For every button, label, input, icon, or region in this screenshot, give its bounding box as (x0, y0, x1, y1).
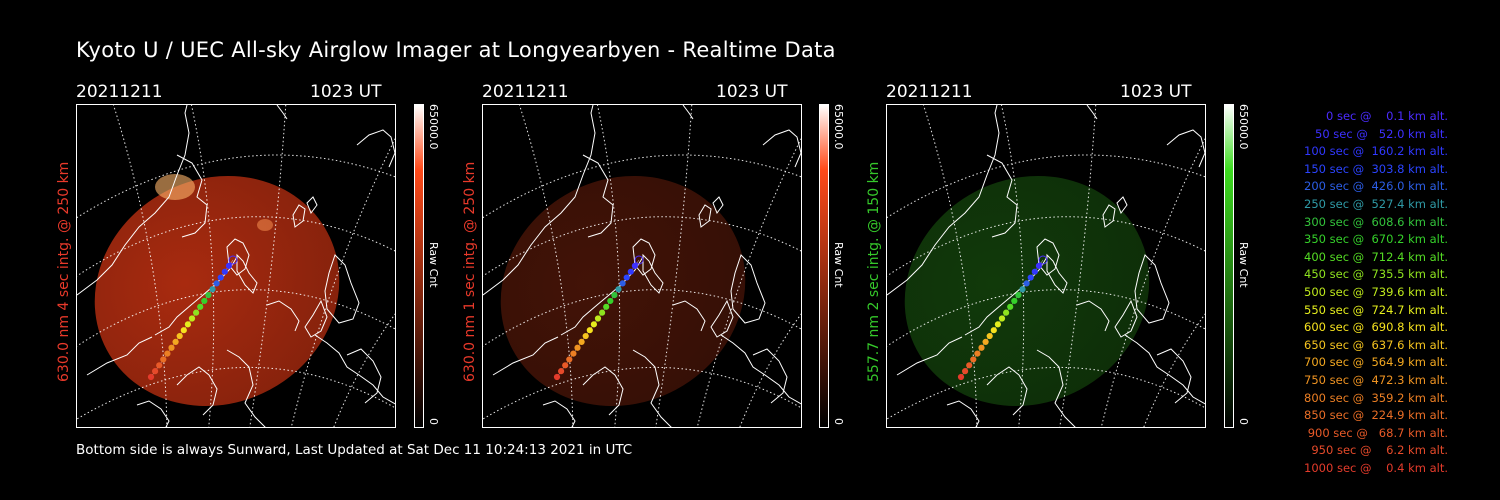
time-altitude-legend: 0 sec @ 0.1 km alt. 50 sec @ 52.0 km alt.… (1268, 108, 1448, 477)
panel-2-time: 1023 UT (716, 82, 788, 102)
panel-1-image (76, 104, 396, 428)
panel-1-cb-max: 65000.0 (427, 104, 440, 150)
legend-row: 0 sec @ 0.1 km alt. (1325, 109, 1448, 123)
legend-row: 800 sec @ 359.2 km alt. (1304, 390, 1448, 405)
panel-1-colorbar (414, 104, 424, 428)
panel-3-date: 20211211 (886, 82, 973, 102)
panel-3-cb-max: 65000.0 (1237, 104, 1250, 150)
footer-note: Bottom side is always Sunward, Last Upda… (76, 442, 633, 458)
panel-1-cb-min: 0 (427, 418, 440, 425)
panel-3-cb-unit: Raw Cnt (1237, 242, 1250, 288)
legend-row: 500 sec @ 739.6 km alt. (1304, 284, 1448, 299)
panel-2-side-label: 630.0 nm 1 sec intg. @ 250 km (462, 161, 478, 382)
legend-row: 550 sec @ 724.7 km alt. (1304, 302, 1448, 317)
legend-row: 50 sec @ 52.0 km alt. (1315, 126, 1448, 141)
legend-row: 300 sec @ 608.6 km alt. (1304, 214, 1448, 229)
legend-row: 900 sec @ 68.7 km alt. (1307, 425, 1448, 440)
legend-row: 750 sec @ 472.3 km alt. (1304, 372, 1448, 387)
panel-3-time: 1023 UT (1120, 82, 1192, 102)
legend-row: 150 sec @ 303.8 km alt. (1304, 161, 1448, 176)
panel-3-colorbar (1224, 104, 1234, 428)
legend-row: 450 sec @ 735.5 km alt. (1304, 267, 1448, 282)
panel-3-image (886, 104, 1206, 428)
panel-3-cb-min: 0 (1237, 418, 1250, 425)
panel-2-colorbar (819, 104, 829, 428)
legend-row: 100 sec @ 160.2 km alt. (1304, 144, 1448, 159)
legend-row: 250 sec @ 527.4 km alt. (1304, 196, 1448, 211)
panel-1-side-label: 630.0 nm 4 sec intg. @ 250 km (56, 161, 72, 382)
panel-2-cb-max: 65000.0 (832, 104, 845, 150)
legend-row: 650 sec @ 637.6 km alt. (1304, 337, 1448, 352)
panel-2-cb-min: 0 (832, 418, 845, 425)
legend-row: 950 sec @ 6.2 km alt. (1311, 443, 1448, 458)
panel-2-cb-unit: Raw Cnt (832, 242, 845, 288)
page-title: Kyoto U / UEC All-sky Airglow Imager at … (76, 38, 836, 62)
panel-3-side-label: 557.7 nm 2 sec intg. @ 150 km (866, 161, 882, 382)
panel-1-time: 1023 UT (310, 82, 382, 102)
legend-row: 600 sec @ 690.8 km alt. (1304, 320, 1448, 335)
panel-2-date: 20211211 (482, 82, 569, 102)
legend-row: 1000 sec @ 0.4 km alt. (1304, 460, 1448, 475)
legend-row: 200 sec @ 426.0 km alt. (1304, 179, 1448, 194)
panel-1-date: 20211211 (76, 82, 163, 102)
panel-2-image (482, 104, 802, 428)
legend-row: 350 sec @ 670.2 km alt. (1304, 232, 1448, 247)
panel-1-cb-unit: Raw Cnt (427, 242, 440, 288)
legend-row: 700 sec @ 564.9 km alt. (1304, 355, 1448, 370)
legend-row: 850 sec @ 224.9 km alt. (1304, 408, 1448, 423)
legend-row: 400 sec @ 712.4 km alt. (1304, 249, 1448, 264)
